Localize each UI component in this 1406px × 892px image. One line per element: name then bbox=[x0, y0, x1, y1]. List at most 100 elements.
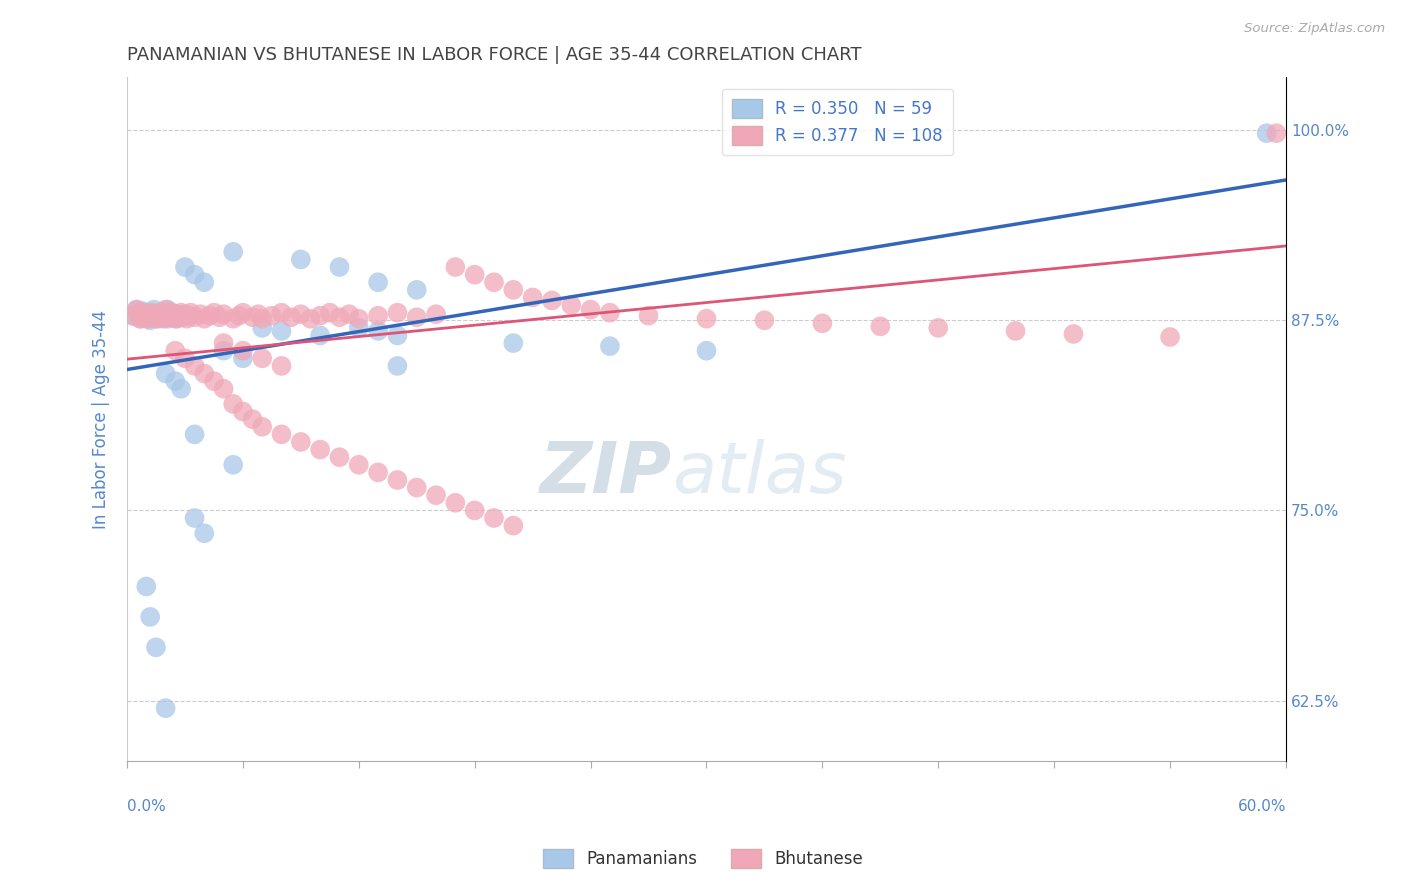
Point bbox=[145, 307, 167, 321]
Point bbox=[560, 298, 582, 312]
Point bbox=[183, 359, 205, 373]
Point bbox=[222, 311, 245, 326]
Point bbox=[212, 307, 235, 321]
Point bbox=[599, 339, 621, 353]
Point bbox=[309, 442, 332, 457]
Point bbox=[579, 302, 602, 317]
Point bbox=[143, 302, 166, 317]
Point bbox=[212, 382, 235, 396]
Point bbox=[152, 310, 174, 325]
Point bbox=[131, 304, 153, 318]
Point bbox=[541, 293, 564, 308]
Point bbox=[280, 310, 302, 325]
Point bbox=[232, 404, 254, 418]
Point bbox=[183, 310, 205, 325]
Point bbox=[222, 458, 245, 472]
Point bbox=[270, 359, 292, 373]
Point bbox=[250, 311, 273, 326]
Point bbox=[180, 306, 202, 320]
Point bbox=[134, 310, 156, 325]
Point bbox=[247, 307, 270, 321]
Point bbox=[212, 343, 235, 358]
Point bbox=[1159, 330, 1181, 344]
Point bbox=[129, 311, 152, 326]
Point bbox=[444, 496, 467, 510]
Point bbox=[174, 351, 197, 366]
Point bbox=[387, 359, 409, 373]
Point bbox=[141, 307, 163, 321]
Point bbox=[193, 275, 215, 289]
Point bbox=[464, 503, 486, 517]
Point bbox=[367, 309, 389, 323]
Point bbox=[405, 283, 427, 297]
Text: Source: ZipAtlas.com: Source: ZipAtlas.com bbox=[1244, 22, 1385, 36]
Point bbox=[155, 307, 177, 321]
Point bbox=[242, 412, 264, 426]
Point bbox=[270, 306, 292, 320]
Point bbox=[754, 313, 776, 327]
Point bbox=[136, 311, 159, 326]
Point bbox=[232, 351, 254, 366]
Point bbox=[387, 473, 409, 487]
Point bbox=[121, 309, 143, 323]
Point bbox=[299, 311, 322, 326]
Point bbox=[183, 511, 205, 525]
Point bbox=[160, 306, 183, 320]
Point bbox=[811, 316, 834, 330]
Text: 0.0%: 0.0% bbox=[127, 799, 166, 814]
Point bbox=[482, 275, 505, 289]
Point bbox=[165, 311, 187, 326]
Point bbox=[166, 311, 188, 326]
Point bbox=[128, 307, 150, 321]
Point bbox=[222, 397, 245, 411]
Point bbox=[146, 311, 169, 326]
Point bbox=[319, 306, 342, 320]
Point bbox=[125, 302, 148, 317]
Point bbox=[425, 307, 447, 321]
Text: PANAMANIAN VS BHUTANESE IN LABOR FORCE | AGE 35-44 CORRELATION CHART: PANAMANIAN VS BHUTANESE IN LABOR FORCE |… bbox=[127, 46, 862, 64]
Point bbox=[337, 307, 360, 321]
Point bbox=[193, 367, 215, 381]
Point bbox=[290, 252, 312, 267]
Point bbox=[156, 311, 179, 326]
Point bbox=[222, 244, 245, 259]
Point bbox=[174, 307, 197, 321]
Point bbox=[347, 321, 370, 335]
Point bbox=[290, 434, 312, 449]
Point bbox=[121, 309, 143, 323]
Point bbox=[141, 306, 163, 320]
Point bbox=[309, 309, 332, 323]
Point bbox=[232, 306, 254, 320]
Point bbox=[135, 579, 157, 593]
Point bbox=[599, 306, 621, 320]
Point bbox=[328, 450, 350, 465]
Point bbox=[135, 306, 157, 320]
Point bbox=[202, 374, 225, 388]
Text: 60.0%: 60.0% bbox=[1237, 799, 1286, 814]
Point bbox=[176, 311, 198, 326]
Point bbox=[135, 307, 157, 321]
Point bbox=[444, 260, 467, 274]
Point bbox=[405, 481, 427, 495]
Point bbox=[242, 310, 264, 325]
Point bbox=[464, 268, 486, 282]
Point bbox=[367, 324, 389, 338]
Point bbox=[425, 488, 447, 502]
Point bbox=[270, 427, 292, 442]
Point bbox=[482, 511, 505, 525]
Point bbox=[131, 306, 153, 320]
Point bbox=[167, 310, 190, 325]
Point bbox=[309, 328, 332, 343]
Point bbox=[232, 343, 254, 358]
Point bbox=[165, 374, 187, 388]
Point bbox=[165, 343, 187, 358]
Point bbox=[502, 336, 524, 351]
Point bbox=[167, 309, 190, 323]
Point bbox=[159, 309, 181, 323]
Point bbox=[152, 311, 174, 326]
Point bbox=[290, 307, 312, 321]
Point bbox=[150, 309, 173, 323]
Point bbox=[139, 313, 162, 327]
Point bbox=[170, 382, 193, 396]
Point bbox=[1256, 126, 1278, 140]
